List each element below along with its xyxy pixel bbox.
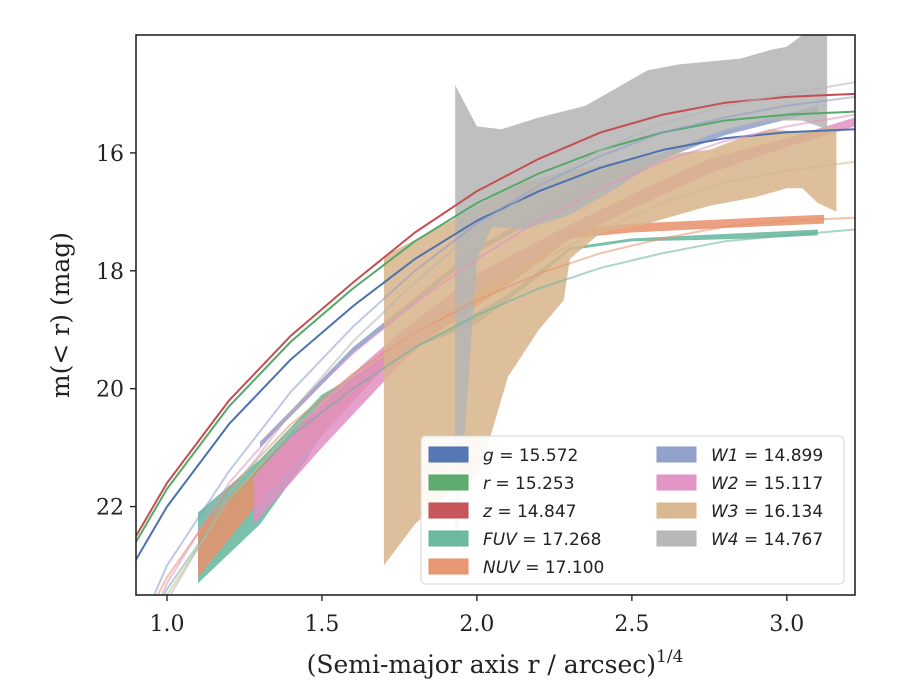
legend-swatch-g <box>428 446 469 463</box>
fit-curves <box>136 81 855 595</box>
fit-curve-g <box>136 128 855 561</box>
y-tick-label: 16 <box>96 142 124 167</box>
fit-curve-w4 <box>169 81 855 595</box>
y-tick-label: 22 <box>96 496 124 521</box>
x-tick-label: 3.0 <box>769 612 804 637</box>
x-tick-label: 1.5 <box>304 612 339 637</box>
y-tick-label: 20 <box>96 378 124 403</box>
fit-curve-z <box>136 92 855 537</box>
legend-swatch-w1 <box>656 446 697 463</box>
x-tick-label: 2.0 <box>459 612 494 637</box>
legend-label-g: g = 15.572 <box>483 446 578 466</box>
legend-label-z: z = 14.847 <box>482 502 576 522</box>
legend-swatch-z <box>428 502 469 519</box>
x-axis-title: (Semi-major axis r / arcsec)1/4 <box>307 647 684 679</box>
legend-swatch-w4 <box>656 530 697 547</box>
fit-curve-w3 <box>165 160 855 595</box>
fit-curve-w2 <box>160 113 855 595</box>
legend-label-w2: W2 = 15.117 <box>711 474 823 494</box>
plot-frame <box>135 34 856 596</box>
legend-swatch-nuv <box>428 558 469 575</box>
legend-swatch-w3 <box>656 502 697 519</box>
fit-curve-nuv <box>156 216 855 595</box>
legend-swatch-r <box>428 474 469 491</box>
legend-label-fuv: FUV = 17.268 <box>483 530 601 550</box>
x-tick-label: 2.5 <box>614 612 649 637</box>
x-axis-title-exponent: 1/4 <box>656 647 683 667</box>
legend: g = 15.572 r = 15.253 z = 14.847 FUV = 17.2… <box>420 435 845 585</box>
legend-label-r: r = 15.253 <box>483 474 575 494</box>
legend-label-nuv: NUV = 17.100 <box>483 558 604 578</box>
x-axis-ticks: 1.0 1.5 2.0 2.5 3.0 <box>149 595 804 637</box>
uncertainty-bands <box>198 35 855 584</box>
y-axis-title: m(< r) (mag) <box>46 232 75 398</box>
fit-curve-r <box>136 110 855 543</box>
fit-curve-w1 <box>152 95 855 595</box>
legend-label-w4: W4 = 14.767 <box>711 530 823 550</box>
x-tick-label: 1.0 <box>149 612 184 637</box>
y-axis-ticks: 16 18 20 22 <box>96 142 136 521</box>
legend-frame <box>420 435 845 585</box>
legend-swatch-w2 <box>656 474 697 491</box>
legend-swatch-fuv <box>428 530 469 547</box>
band-w4 <box>455 35 828 584</box>
legend-label-w1: W1 = 14.899 <box>711 446 823 466</box>
legend-label-w3: W3 = 16.134 <box>711 502 823 522</box>
y-tick-label: 18 <box>96 260 124 285</box>
band-w3 <box>383 126 837 566</box>
